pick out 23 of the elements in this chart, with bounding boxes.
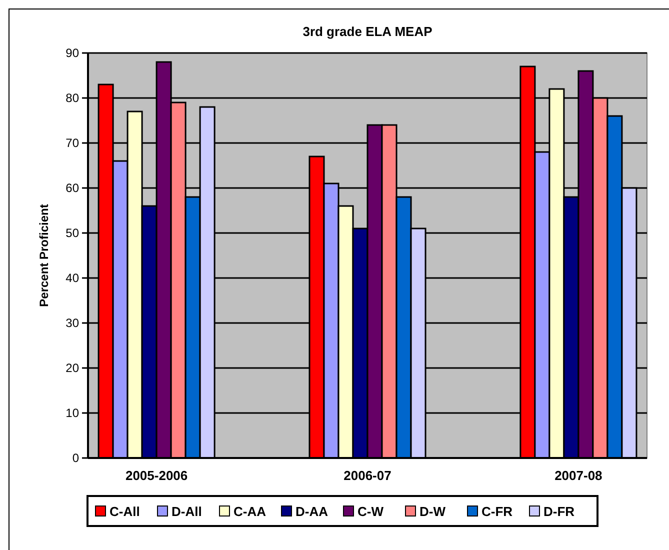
y-tick-label: 10 <box>66 406 80 420</box>
legend-label: D-W <box>420 504 446 519</box>
y-tick-label: 80 <box>66 91 80 106</box>
legend-label: C-All <box>110 504 140 519</box>
legend-label: D-AA <box>296 504 329 519</box>
x-tick-label: 2005-2006 <box>125 468 188 483</box>
legend-label: C-FR <box>482 504 514 519</box>
legend-label: D-All <box>172 504 202 519</box>
y-tick-label: 30 <box>66 316 80 330</box>
x-tick-label: 2007-08 <box>554 468 602 483</box>
legend-label: C-AA <box>234 504 267 519</box>
y-tick-label: 20 <box>66 361 80 376</box>
y-tick-label: 40 <box>66 271 80 286</box>
y-tick-label: 60 <box>66 181 80 196</box>
y-tick-label: 50 <box>66 226 80 240</box>
y-tick-label: 90 <box>66 46 80 60</box>
y-axis-title: Percent Proficient <box>37 204 51 307</box>
legend-label: D-FR <box>544 504 576 519</box>
y-tick-label: 70 <box>66 136 80 150</box>
y-tick-label: 0 <box>72 451 80 466</box>
x-tick-label: 2006-07 <box>344 468 392 483</box>
chart-title: 3rd grade ELA MEAP <box>302 24 433 39</box>
legend-label: C-W <box>358 504 384 519</box>
